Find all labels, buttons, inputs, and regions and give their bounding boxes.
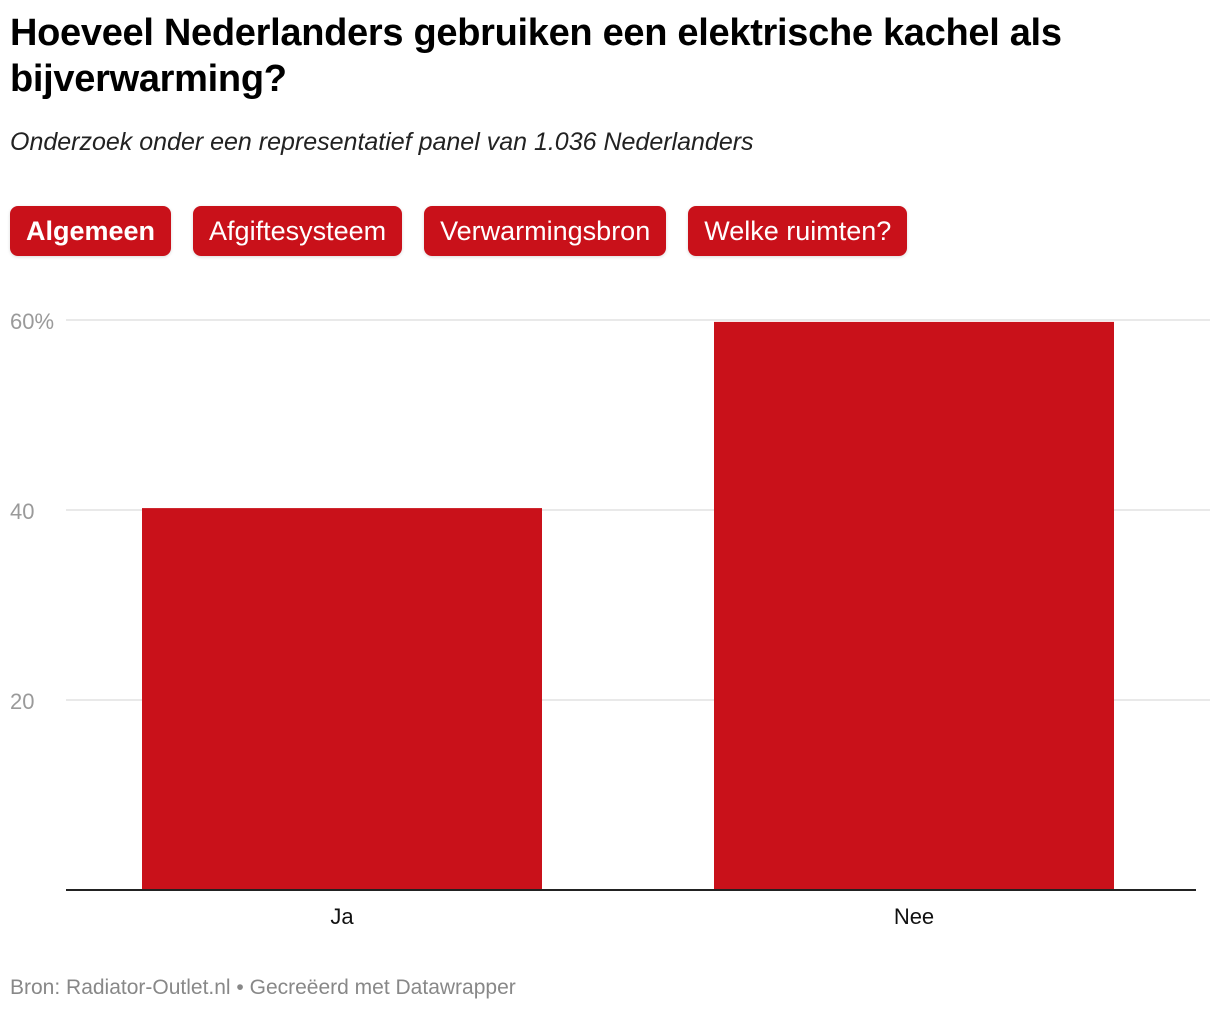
x-tick-label: Ja [330, 904, 354, 929]
chart-subtitle: Onderzoek onder een representatief panel… [10, 128, 754, 156]
tab-bar: Algemeen Afgiftesysteem Verwarmingsbron … [10, 206, 908, 256]
x-tick-label: Nee [894, 904, 934, 929]
tab-verwarmingsbron[interactable]: Verwarmingsbron [424, 206, 667, 256]
source-note: Bron: Radiator-Outlet.nl • Gecreëerd met… [10, 976, 516, 999]
bar [142, 508, 542, 890]
tab-welke-ruimten[interactable]: Welke ruimten? [688, 206, 908, 256]
tab-algemeen[interactable]: Algemeen [10, 206, 172, 256]
tab-afgiftesysteem[interactable]: Afgiftesysteem [193, 206, 403, 256]
bar-chart: 20 40 60% Ja Nee [10, 309, 1210, 929]
y-tick-label: 40 [10, 499, 34, 524]
bar [714, 321, 1114, 890]
y-tick-label: 20 [10, 689, 34, 714]
y-tick-label: 60% [10, 309, 54, 334]
chart-title: Hoeveel Nederlanders gebruiken een elekt… [10, 12, 1062, 100]
